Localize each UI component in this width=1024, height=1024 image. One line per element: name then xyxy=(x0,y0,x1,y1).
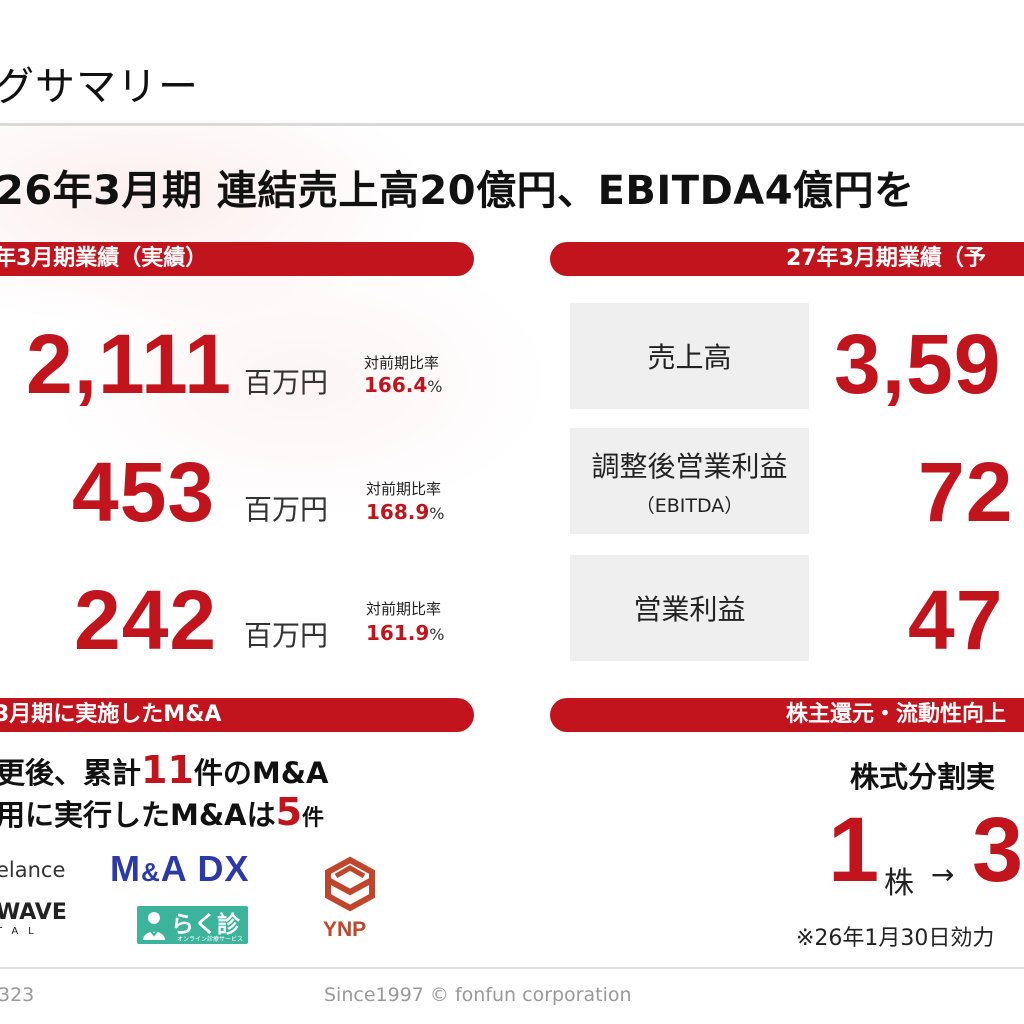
actual-ebitda-yoy: 168.9% xyxy=(366,500,445,524)
wave-logo: WAVE xyxy=(0,900,67,925)
actual-results-header: 年3月期業績（実績） xyxy=(0,242,474,276)
actual-ebitda-value: 453 xyxy=(72,445,216,539)
rakushin-logo: らく診 オンライン診療サービス xyxy=(137,906,248,944)
doctor-icon xyxy=(143,912,165,940)
actual-sales-value: 2,111 xyxy=(26,317,232,411)
ma-cumulative-line: 更後、累計11件のM&A xyxy=(0,748,329,792)
freelance-logo: elance xyxy=(0,858,66,882)
ma-header: 3月期に実施したM&A xyxy=(0,698,474,732)
actual-op-income-value: 242 xyxy=(74,573,218,667)
ma-period-count: 5 xyxy=(275,790,303,834)
ynp-logo: YNP xyxy=(323,918,367,941)
metric-label-op-income: 営業利益 xyxy=(633,593,746,626)
actual-op-income-yoy: 161.9% xyxy=(366,621,445,645)
ma-period-line: 用に実行したM&Aは5件 xyxy=(0,790,325,834)
ma-cumulative-count: 11 xyxy=(141,748,194,792)
wave-logo-sub: TAL xyxy=(0,926,44,937)
page-title: グサマリー xyxy=(0,64,199,110)
forecast-op-income-value: 47 xyxy=(908,573,1004,667)
forecast-sales-value: 3,59 xyxy=(834,317,1002,411)
split-unit: 株 xyxy=(884,866,914,901)
madx-logo: M&A DX xyxy=(110,848,250,889)
split-to: 3 xyxy=(972,799,1024,901)
ynp-logo-mark xyxy=(325,856,375,912)
actual-sales-yoy-label: 対前期比率 xyxy=(364,354,440,372)
actual-op-income-yoy-label: 対前期比率 xyxy=(366,600,442,618)
footer-divider xyxy=(0,967,1024,969)
footer-copyright: Since1997 © fonfun corporation xyxy=(324,984,632,1006)
split-from: 1 xyxy=(828,799,880,901)
forecast-header: 27年3月期業績（予 xyxy=(550,242,1024,276)
split-effective-note: ※26年1月30日効力 xyxy=(796,926,995,951)
actual-ebitda-yoy-label: 対前期比率 xyxy=(366,480,442,498)
actual-sales-yoy: 166.4% xyxy=(364,373,443,397)
shareholder-header: 株主還元・流動性向上 xyxy=(550,698,1024,732)
metric-label-sales: 売上高 xyxy=(647,341,732,374)
arrow-right-icon: → xyxy=(931,858,955,891)
metric-sublabel-ebitda: （EBITDA） xyxy=(635,494,744,517)
forecast-ebitda-value: 72 xyxy=(918,445,1014,539)
actual-sales-unit: 百万円 xyxy=(244,366,329,399)
actual-ebitda-unit: 百万円 xyxy=(244,493,329,526)
metric-box-op-income: 営業利益 xyxy=(570,555,809,661)
metric-box-sales: 売上高 xyxy=(570,303,809,409)
headline: 26年3月期 連結売上高20億円、EBITDA4億円を xyxy=(0,168,915,214)
metric-box-ebitda: 調整後営業利益 （EBITDA） xyxy=(570,428,809,534)
title-divider xyxy=(0,123,1024,126)
metric-label-ebitda: 調整後営業利益 xyxy=(591,449,788,483)
stock-split-title: 株式分割実 xyxy=(850,760,996,794)
actual-op-income-unit: 百万円 xyxy=(244,619,329,652)
footer-code: 323 xyxy=(0,984,35,1006)
